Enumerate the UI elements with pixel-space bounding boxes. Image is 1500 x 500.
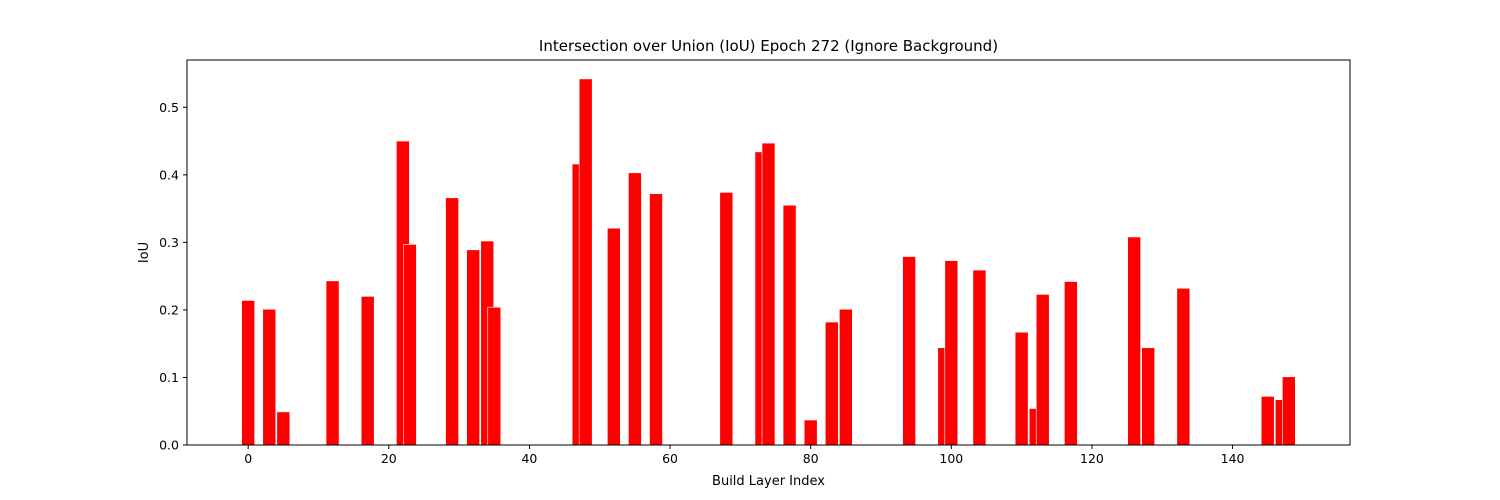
y-axis: 0.0 0.1 0.2 0.3 0.4 0.5	[159, 100, 187, 453]
bar	[761, 142, 776, 446]
bar	[1260, 396, 1275, 446]
x-tick-label: 0	[244, 451, 252, 466]
bar	[782, 204, 797, 446]
bar	[403, 244, 417, 446]
bar	[325, 280, 340, 446]
bar	[360, 296, 375, 446]
y-tick-label: 0.2	[159, 302, 179, 317]
bar	[944, 260, 959, 446]
y-axis-label: IoU	[137, 242, 152, 263]
bar	[972, 269, 987, 446]
x-tick-label: 100	[939, 451, 963, 466]
x-tick-label: 60	[662, 451, 678, 466]
bar	[902, 256, 916, 446]
x-axis: 0 20 40 60 80 100 120 140	[244, 445, 1245, 466]
bar	[487, 306, 502, 446]
bar	[445, 197, 459, 446]
x-axis-label: Build Layer Index	[712, 474, 825, 489]
bars-group	[241, 78, 1296, 446]
bar	[824, 321, 839, 446]
bar	[466, 249, 480, 446]
y-tick-label: 0.5	[159, 100, 179, 115]
bar	[1035, 294, 1050, 446]
bar	[628, 172, 642, 446]
bar	[276, 411, 291, 446]
bar	[803, 419, 818, 446]
bar	[719, 192, 734, 446]
chart-title: Intersection over Union (IoU) Epoch 272 …	[539, 37, 998, 55]
y-tick-label: 0.0	[159, 438, 179, 453]
x-tick-label: 40	[521, 451, 537, 466]
bar	[1176, 287, 1191, 446]
bar	[241, 300, 255, 446]
x-tick-label: 20	[381, 451, 397, 466]
y-tick-label: 0.1	[159, 370, 179, 385]
bar	[1127, 236, 1141, 446]
bar	[262, 308, 277, 446]
bar	[1282, 376, 1296, 446]
bar	[1014, 331, 1029, 446]
y-tick-label: 0.4	[159, 167, 179, 182]
x-tick-label: 120	[1080, 451, 1104, 466]
bar	[839, 308, 853, 446]
x-tick-label: 140	[1221, 451, 1245, 466]
y-tick-label: 0.3	[159, 235, 179, 250]
plot-frame	[186, 59, 1351, 446]
bar	[1064, 281, 1078, 446]
bar	[606, 227, 621, 446]
x-tick-label: 80	[803, 451, 819, 466]
bar	[649, 193, 663, 446]
bar	[578, 78, 593, 446]
bar	[1141, 347, 1155, 446]
